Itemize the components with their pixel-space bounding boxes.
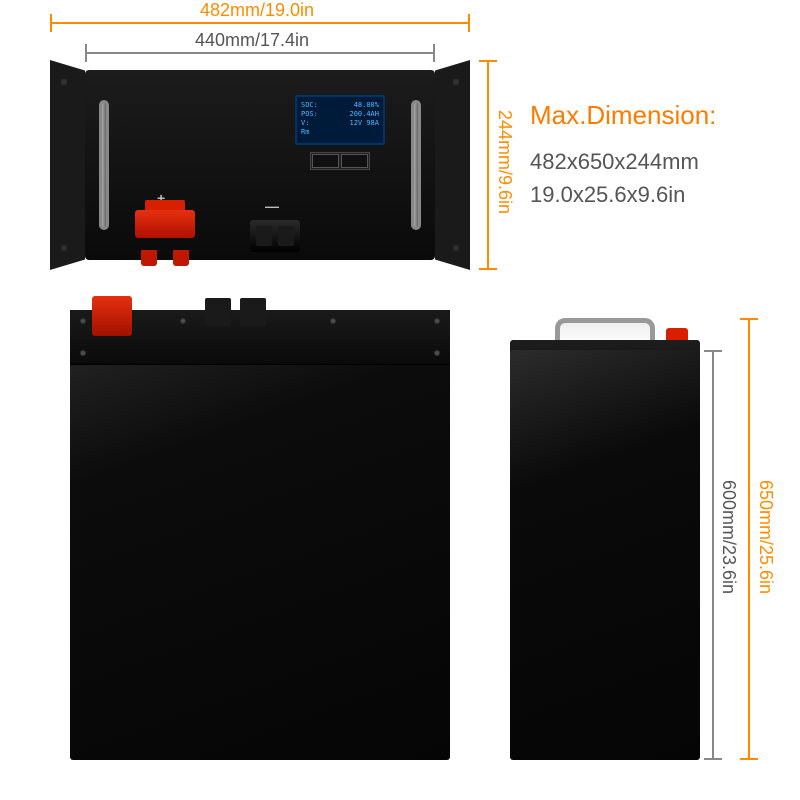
dim-tick <box>468 14 470 32</box>
dim-outer-width-line <box>50 22 470 24</box>
dim-depth-a-label: 600mm/23.6in <box>718 480 739 594</box>
ethernet-ports <box>310 152 370 170</box>
dim-depth-b-line <box>748 318 750 760</box>
front-view: SOC:48.00% POS:200.4AH V:12V 98A Rm + — <box>50 60 470 270</box>
terminal-leg <box>173 250 189 266</box>
lcd-display: SOC: 48.00% POS: 200.4AH V: 12V 98A Rm <box>295 95 385 145</box>
dim-height-line <box>487 60 489 270</box>
dim-tick <box>50 14 52 32</box>
mount-hole <box>452 78 460 86</box>
dim-outer-width-label: 482mm/19.0in <box>200 0 314 21</box>
handle-left <box>99 100 109 230</box>
dim-inner-width-label: 440mm/17.4in <box>195 30 309 51</box>
dim-tick <box>479 60 497 62</box>
mount-hole <box>60 244 68 252</box>
terminal-block <box>240 298 266 326</box>
screw <box>180 318 186 324</box>
display-key: POS: <box>301 110 318 119</box>
info-dimension-in: 19.0x25.6x9.6in <box>530 178 716 211</box>
dim-tick <box>704 758 722 760</box>
dim-tick <box>740 318 758 320</box>
info-block: Max.Dimension: 482x650x244mm 19.0x25.6x9… <box>530 100 716 211</box>
top-view <box>70 310 450 760</box>
display-val: 200.4AH <box>349 110 379 119</box>
terminal-negative <box>250 220 300 252</box>
info-dimension-mm: 482x650x244mm <box>530 145 716 178</box>
dim-depth-b-label: 650mm/25.6in <box>755 480 776 594</box>
side-view <box>510 310 700 760</box>
dim-tick <box>740 758 758 760</box>
screw <box>80 318 86 324</box>
terminal-block <box>205 298 231 326</box>
display-key: V: <box>301 119 309 128</box>
front-panel: SOC:48.00% POS:200.4AH V:12V 98A Rm + — <box>85 70 435 260</box>
mount-hole <box>452 244 460 252</box>
display-key: SOC: <box>301 101 318 110</box>
dim-inner-width-line <box>85 52 435 54</box>
port <box>341 154 368 168</box>
mount-hole <box>60 78 68 86</box>
screw <box>434 318 440 324</box>
mount-ear-right <box>435 60 470 270</box>
terminal-positive <box>135 210 195 252</box>
terminal-leg <box>141 250 157 266</box>
display-val: 12V 98A <box>349 119 379 128</box>
polarity-negative: — <box>265 198 279 214</box>
dim-height-label: 244mm/9.6in <box>494 110 515 214</box>
dim-tick <box>479 268 497 270</box>
side-view-body <box>510 350 700 760</box>
port <box>312 154 339 168</box>
info-title: Max.Dimension: <box>530 100 716 131</box>
screw <box>434 350 440 356</box>
screw <box>330 318 336 324</box>
display-val: 48.00% <box>354 101 379 110</box>
display-key: Rm <box>301 128 309 137</box>
dim-tick <box>704 350 722 352</box>
dim-depth-a-line <box>712 350 714 760</box>
handle-right <box>411 100 421 230</box>
mount-ear-left <box>50 60 85 270</box>
screw <box>80 350 86 356</box>
terminal-positive-top <box>92 296 132 336</box>
terminal-body <box>135 210 195 238</box>
